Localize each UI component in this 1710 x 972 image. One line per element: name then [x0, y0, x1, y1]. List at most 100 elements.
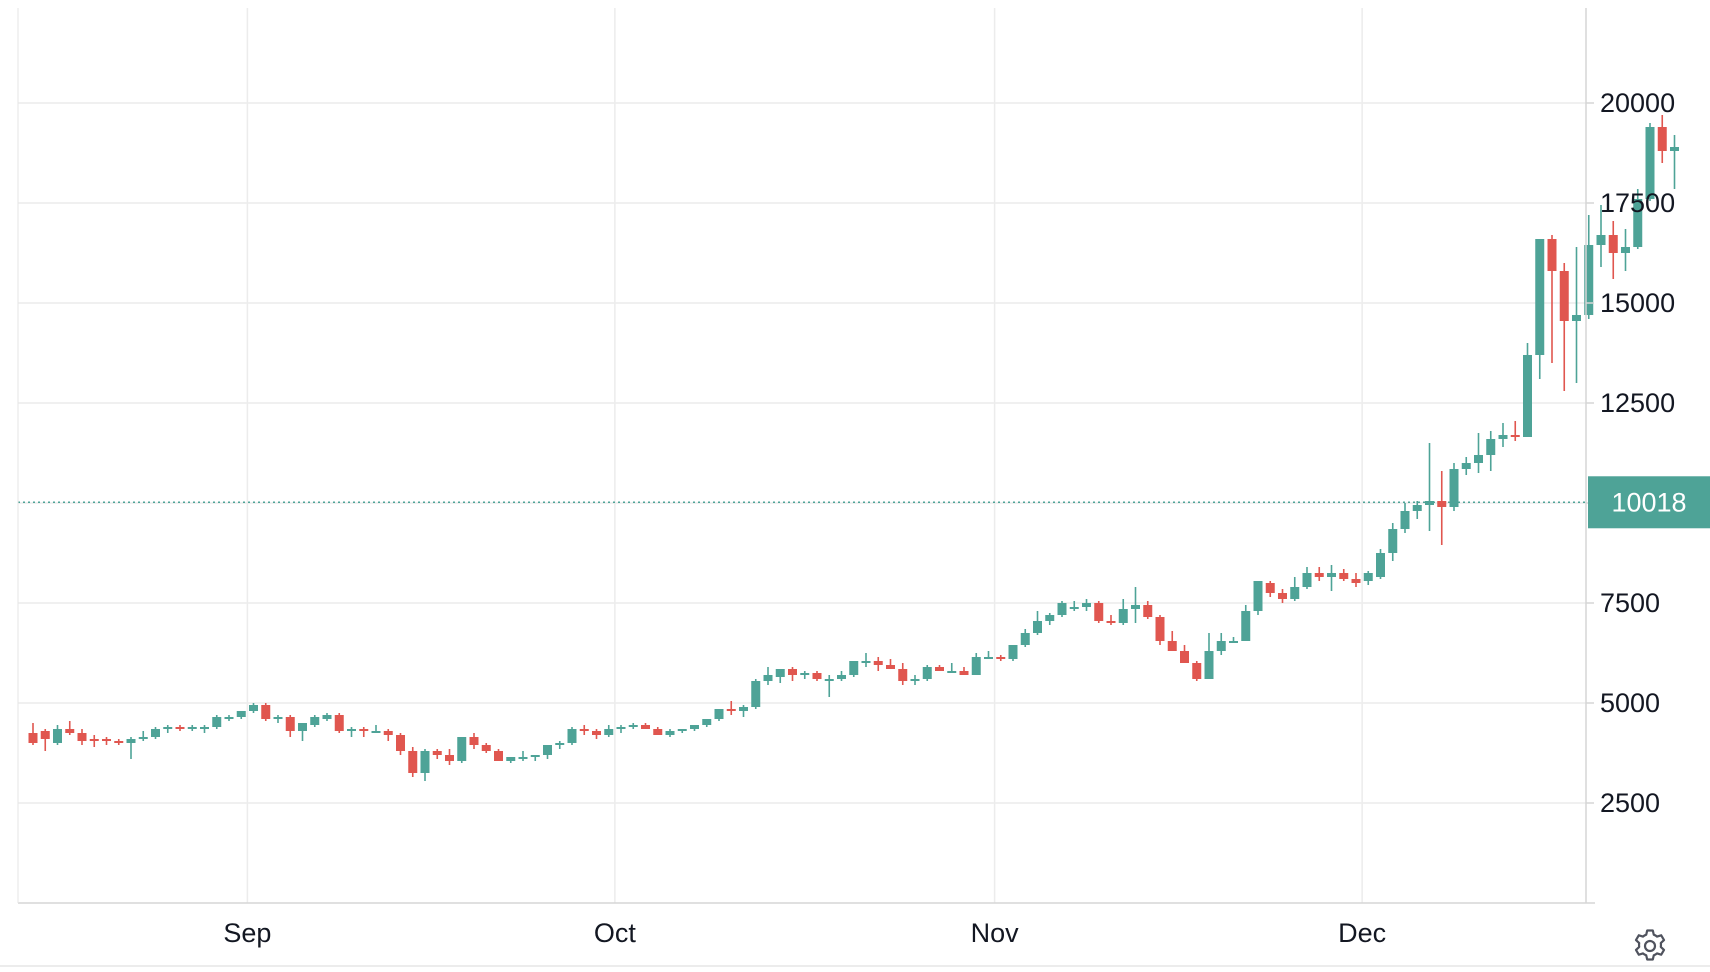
candle[interactable]: [1290, 577, 1300, 601]
candle[interactable]: [996, 655, 1006, 661]
candle[interactable]: [1008, 645, 1018, 661]
candle[interactable]: [1327, 565, 1336, 591]
candle[interactable]: [1192, 661, 1202, 681]
candle[interactable]: [1302, 567, 1312, 589]
candle[interactable]: [665, 729, 675, 737]
candle[interactable]: [1425, 443, 1434, 531]
candle[interactable]: [420, 749, 430, 781]
candle[interactable]: [1584, 215, 1594, 319]
candle[interactable]: [236, 711, 246, 719]
candle[interactable]: [1523, 343, 1532, 437]
candle[interactable]: [432, 749, 442, 759]
candle[interactable]: [285, 715, 295, 737]
candle[interactable]: [1621, 229, 1630, 271]
candle[interactable]: [1412, 501, 1422, 519]
candle[interactable]: [653, 727, 663, 735]
candle[interactable]: [310, 715, 320, 727]
candle[interactable]: [1069, 601, 1079, 611]
candle[interactable]: [1253, 581, 1263, 615]
candle[interactable]: [89, 735, 99, 747]
candle[interactable]: [1633, 189, 1643, 249]
candle[interactable]: [1474, 433, 1483, 473]
candle[interactable]: [837, 671, 846, 681]
candle[interactable]: [163, 725, 173, 733]
candle[interactable]: [1229, 637, 1238, 643]
candle[interactable]: [347, 727, 356, 737]
candle[interactable]: [910, 675, 920, 685]
candle[interactable]: [1363, 571, 1373, 585]
candle[interactable]: [873, 657, 883, 671]
candle[interactable]: [445, 749, 454, 765]
candle[interactable]: [628, 723, 638, 729]
candle[interactable]: [249, 703, 258, 713]
candle[interactable]: [898, 663, 908, 685]
price-axis[interactable]: 2500 5000 7500 12500 15000 17500 20000: [1586, 88, 1675, 818]
candle[interactable]: [1486, 431, 1496, 471]
candle[interactable]: [40, 729, 50, 751]
candle[interactable]: [800, 671, 810, 679]
candle[interactable]: [775, 669, 785, 683]
candle[interactable]: [726, 701, 736, 715]
candle[interactable]: [824, 675, 834, 697]
candle[interactable]: [1535, 239, 1545, 379]
candle[interactable]: [1339, 569, 1349, 581]
candle[interactable]: [1559, 263, 1569, 391]
candle[interactable]: [175, 725, 185, 731]
candle[interactable]: [1645, 123, 1655, 201]
candle[interactable]: [1143, 601, 1153, 619]
candle[interactable]: [677, 729, 687, 733]
candle[interactable]: [469, 733, 479, 749]
candle[interactable]: [77, 729, 87, 745]
candle[interactable]: [1020, 629, 1030, 647]
candle[interactable]: [984, 651, 993, 659]
candle[interactable]: [1241, 605, 1251, 641]
candle[interactable]: [959, 667, 969, 675]
candle[interactable]: [616, 725, 626, 733]
candle[interactable]: [1180, 645, 1189, 663]
candle[interactable]: [1670, 135, 1679, 189]
candle[interactable]: [555, 741, 565, 749]
candle[interactable]: [861, 653, 871, 667]
candle[interactable]: [494, 749, 503, 761]
candle[interactable]: [1216, 633, 1226, 655]
candle[interactable]: [1045, 613, 1055, 625]
candle[interactable]: [1388, 523, 1398, 561]
candle[interactable]: [102, 737, 111, 745]
candle[interactable]: [543, 745, 552, 759]
candle[interactable]: [1498, 423, 1508, 447]
candle[interactable]: [383, 729, 393, 741]
candle[interactable]: [739, 705, 748, 717]
candle[interactable]: [1351, 573, 1361, 587]
candle[interactable]: [1657, 115, 1667, 163]
candle[interactable]: [1376, 549, 1385, 579]
candle[interactable]: [751, 679, 761, 709]
candle[interactable]: [273, 715, 283, 723]
candle[interactable]: [1131, 587, 1140, 623]
candle[interactable]: [1572, 247, 1581, 383]
candle[interactable]: [518, 751, 528, 761]
candle[interactable]: [1461, 457, 1471, 475]
candle[interactable]: [1106, 615, 1116, 625]
candle[interactable]: [1449, 463, 1459, 511]
candle[interactable]: [935, 665, 944, 671]
candle[interactable]: [1314, 567, 1324, 581]
candle[interactable]: [971, 653, 981, 675]
candle[interactable]: [371, 725, 381, 733]
candle[interactable]: [457, 737, 467, 763]
candle[interactable]: [530, 755, 540, 761]
candle[interactable]: [65, 721, 75, 735]
candle[interactable]: [322, 713, 332, 721]
candle[interactable]: [1278, 589, 1287, 603]
candle[interactable]: [151, 727, 160, 739]
candle[interactable]: [396, 733, 405, 755]
candle[interactable]: [298, 723, 307, 741]
candle[interactable]: [763, 667, 773, 685]
candle[interactable]: [1155, 615, 1165, 645]
candle[interactable]: [506, 757, 516, 763]
candle[interactable]: [481, 743, 491, 753]
candle[interactable]: [187, 725, 197, 731]
candle[interactable]: [408, 747, 418, 777]
candle[interactable]: [53, 725, 62, 745]
candle[interactable]: [886, 659, 895, 669]
candle[interactable]: [592, 729, 601, 739]
